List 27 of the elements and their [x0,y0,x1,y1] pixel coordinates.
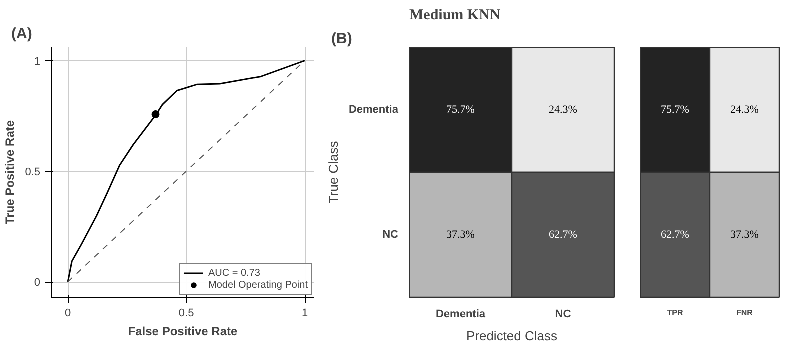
x-tick-label: NC [555,308,572,320]
chart-title: Medium KNN [410,8,501,24]
y-tick-label: 1 [34,56,41,68]
x-tick-label: Dementia [436,308,486,320]
data-label: 24.3% [730,104,759,116]
data-label: 75.7% [446,104,475,116]
y-tick-label: 0 [34,277,41,290]
data-label: 62.7% [661,229,690,241]
chart-title: (A) [12,26,32,42]
y-tick-label: 0.5 [25,166,41,178]
x-tick-label: FNR [736,308,754,318]
x-tick-label: 0 [65,308,72,320]
x-tick-label: 1 [302,308,308,320]
legend-label: Model Operating Point [208,279,308,291]
x-axis-title: False Positive Rate [128,324,238,338]
data-label: 24.3% [549,104,578,116]
data-label: 75.7% [661,104,690,116]
text: (B) [332,30,352,48]
y-axis-title: True Class [326,140,341,204]
y-axis-title: True Positive Rate [3,120,18,225]
data-label: 62.7% [549,229,578,241]
data-label: 37.3% [446,229,475,241]
x-tick-label: TPR [667,308,684,318]
legend-label: AUC = 0.73 [208,267,260,279]
x-tick-label: 0.5 [178,308,194,320]
x-axis-title: Predicted Class [466,328,558,344]
data-label: 37.3% [730,229,759,241]
